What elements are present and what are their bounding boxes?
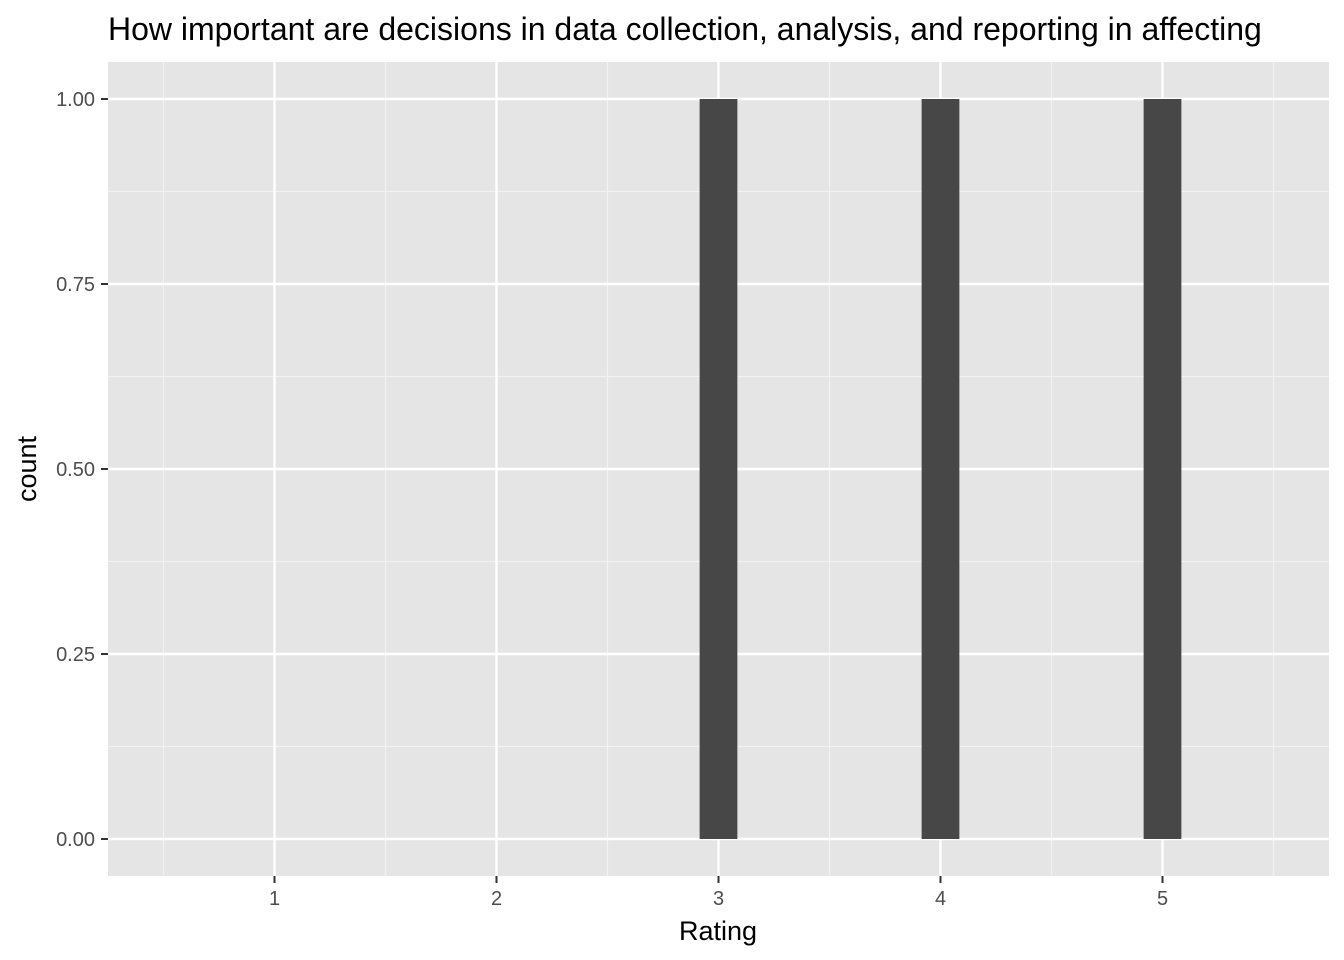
y-axis: 0.00 0.25 0.50 0.75 1.00 xyxy=(56,89,108,851)
bar-rating-3 xyxy=(699,99,738,839)
y-tick-label: 0.50 xyxy=(56,459,95,481)
x-tick-label: 2 xyxy=(491,888,502,910)
x-tick-label: 1 xyxy=(269,888,280,910)
chart-title: How important are decisions in data coll… xyxy=(108,11,1262,47)
bar-rating-4 xyxy=(921,99,960,839)
y-tick-label: 1.00 xyxy=(56,89,95,111)
bar-rating-5 xyxy=(1143,99,1182,839)
y-tick-label: 0.75 xyxy=(56,274,95,296)
y-tick-label: 0.25 xyxy=(56,644,95,666)
x-tick-label: 4 xyxy=(935,888,946,910)
bars xyxy=(699,99,1182,839)
x-axis: 1 2 3 4 5 xyxy=(269,876,1168,910)
x-axis-title: Rating xyxy=(679,916,757,946)
y-tick-label: 0.00 xyxy=(56,829,95,851)
y-axis-title: count xyxy=(12,435,42,502)
x-tick-label: 5 xyxy=(1157,888,1168,910)
x-tick-label: 3 xyxy=(713,888,724,910)
